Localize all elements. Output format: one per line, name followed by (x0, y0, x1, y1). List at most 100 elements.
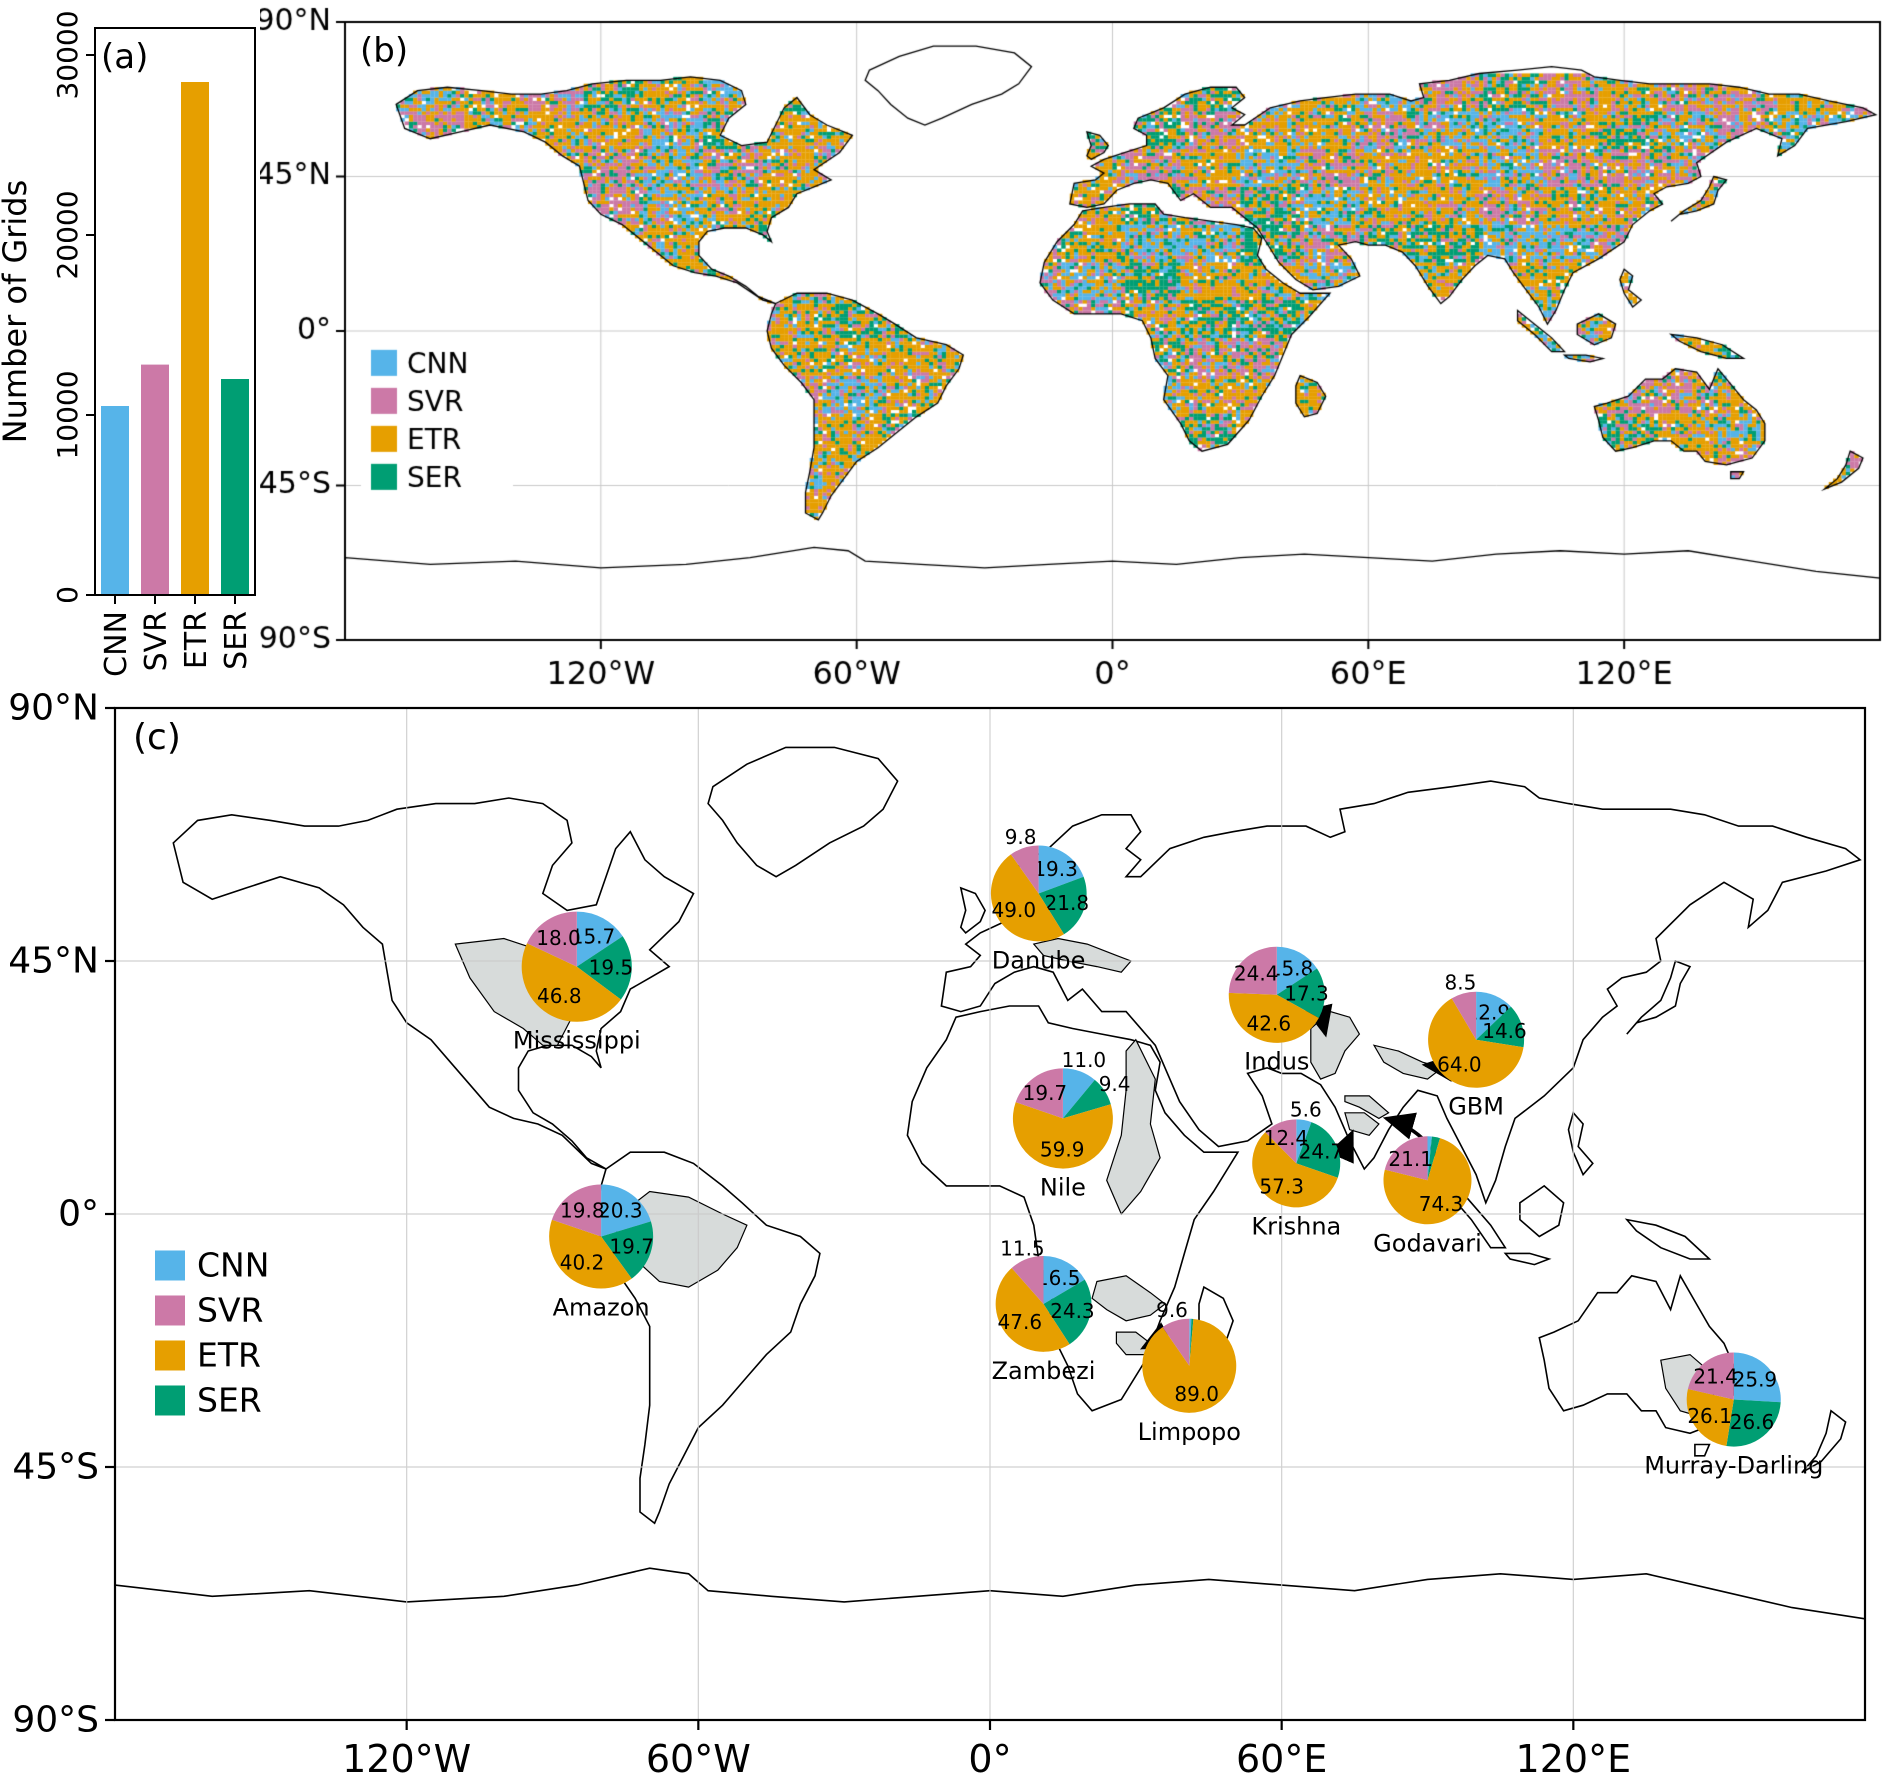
bar-SVR (141, 364, 169, 595)
y-tick-label: 90°N (8, 690, 99, 729)
pie-basin-name: GBM (1448, 1093, 1504, 1121)
pie-slice-SVR (1162, 1318, 1190, 1366)
legend-swatch-ETR (155, 1340, 185, 1371)
landmass-philippines (1567, 1111, 1594, 1177)
pie-basin-name: Limpopo (1138, 1418, 1241, 1446)
pie-slice-value: 24.4 (1234, 961, 1279, 985)
pie-slice-value: 8.5 (1444, 970, 1476, 994)
pie-slice-value: 26.6 (1730, 1410, 1775, 1434)
pie-mississippi: 15.7 19.5 46.8 18.0 Mississippi (513, 911, 641, 1055)
pie-slice-SER (1296, 1122, 1341, 1178)
pie-slice-SVR (1015, 1068, 1063, 1119)
pie-slice-CNN (1038, 845, 1084, 894)
pie-basin-name: Murray-Darling (1644, 1452, 1823, 1480)
pie-slice-value: 19.7 (1023, 1081, 1068, 1105)
y-tick-label: 45°S (12, 1447, 99, 1488)
pie-krishna: 5.6 24.7 57.3 12.4 Krishna (1251, 1098, 1343, 1241)
pie-slice-value: 42.6 (1247, 1011, 1292, 1035)
pie-slice-SVR (1451, 991, 1477, 1040)
pie-slice-value: 12.4 (1264, 1126, 1309, 1150)
pie-slice-CNN (576, 911, 623, 967)
x-tick-label: 60°W (646, 1737, 751, 1781)
pie-slice-value: 18.0 (536, 926, 581, 950)
pie-slice-ETR (1428, 998, 1524, 1088)
pie-murray-darling: 25.9 26.626.1 21.4 Murray-Darling (1644, 1352, 1823, 1480)
pie-slice-SVR (1384, 1136, 1428, 1181)
y-tick-label: 10000 (51, 370, 84, 459)
pie-basin-name: Godavari (1373, 1229, 1482, 1257)
pie-slice-CNN (1427, 1136, 1432, 1181)
pie-slice-value: 9.6 (1156, 1298, 1188, 1322)
y-tick-label: 0° (58, 1194, 99, 1235)
x-tick-label: CNN (99, 611, 134, 677)
pie-slice-SVR (1228, 946, 1277, 995)
landmass-greenland (707, 746, 899, 878)
legend-swatch-CNN (155, 1250, 185, 1281)
pie-slice-value: 17.3 (1284, 982, 1329, 1006)
pie-slice-SVR (1265, 1119, 1297, 1164)
panel-b-label: (b) (360, 31, 409, 71)
pie-slice-CNN (1062, 1068, 1095, 1119)
pie-slice-value: 11.0 (1062, 1048, 1107, 1072)
pie-slice-value: 24.7 (1299, 1140, 1344, 1164)
pie-slice-value: 21.4 (1693, 1365, 1738, 1389)
pie-slice-CNN (1296, 1119, 1312, 1164)
pie-slice-value: 19.8 (560, 1198, 605, 1222)
legend-label-ETR: ETR (197, 1335, 261, 1374)
panel-c-label: (c) (133, 717, 181, 758)
pie-slice-CNN (1733, 1352, 1781, 1403)
pie-slice-ETR (521, 943, 621, 1022)
landmass-new-guinea (1624, 1218, 1712, 1260)
pie-slice-ETR (990, 854, 1064, 942)
pie-slice-SER (1276, 968, 1325, 1018)
pie-slice-CNN (1189, 1318, 1192, 1366)
pie-slice-SER (576, 936, 632, 1000)
pie-slice-value: 25.9 (1733, 1368, 1778, 1392)
pie-slice-value: 19.3 (1033, 857, 1078, 881)
legend-label-SVR: SVR (197, 1290, 263, 1329)
pie-slice-ETR (1012, 1102, 1113, 1169)
pie-slice-ETR (1686, 1389, 1734, 1446)
landmass-japan (1626, 959, 1692, 1035)
best-model-map-canvas (260, 0, 1892, 690)
pie-slice-value: 24.3 (1050, 1299, 1095, 1323)
pie-basin-name: Indus (1244, 1048, 1309, 1076)
pie-slice-SER (1038, 876, 1087, 935)
pie-slice-SER (1043, 1279, 1092, 1345)
legend-swatch-SVR (155, 1295, 185, 1326)
y-tick-label: 30000 (51, 10, 84, 99)
pie-slice-value: 11.5 (1000, 1236, 1045, 1260)
legend-label-SER: SER (197, 1380, 262, 1419)
barchart-svg: 0 10000 20000 30000 CNN SVR ETR SER Number of Gr… (0, 10, 256, 677)
pie-slice-SVR (1010, 845, 1039, 894)
x-tick-label: 120°E (1516, 1737, 1632, 1781)
pie-slice-value: 74.3 (1419, 1192, 1464, 1216)
pie-slice-SVR (1687, 1352, 1734, 1400)
panel-b-grid-map: (b) (260, 0, 1892, 690)
pie-slice-value: 47.6 (998, 1310, 1043, 1334)
pie-slice-CNN (1476, 991, 1511, 1040)
pie-basin-name: Zambezi (992, 1357, 1096, 1385)
legend-label-CNN: CNN (197, 1245, 269, 1284)
y-axis: 0 10000 20000 30000 (51, 10, 95, 604)
landmass-eurasia (940, 780, 1862, 1206)
panel-a-label: (a) (101, 37, 149, 77)
x-tick-label: ETR (179, 611, 214, 669)
landmass-tasmania (1694, 1443, 1711, 1457)
pie-godavari: 74.3 21.1 Godavari (1373, 1136, 1482, 1257)
y-tick-label: 45°N (8, 941, 99, 982)
pie-slice-ETR (995, 1268, 1070, 1352)
pie-basin-name: Nile (1040, 1173, 1086, 1201)
y-tick-label: 90°S (12, 1700, 99, 1741)
axis-ticks: 90°N 45°N 0° 45°S 90°S 120°W 60°W 0° 60°E 120°E (8, 688, 1632, 1782)
y-axis-title: Number of Grids (0, 180, 34, 444)
pie-slice-value: 9.4 (1099, 1072, 1131, 1096)
pie-slice-ETR (1252, 1132, 1338, 1208)
bar-ETR (181, 82, 209, 595)
x-tick-label: SER (219, 611, 254, 670)
pie-slice-SER (1062, 1079, 1111, 1119)
panel-a-barchart: 0 10000 20000 30000 CNN SVR ETR SER Number of Gr… (0, 0, 260, 690)
